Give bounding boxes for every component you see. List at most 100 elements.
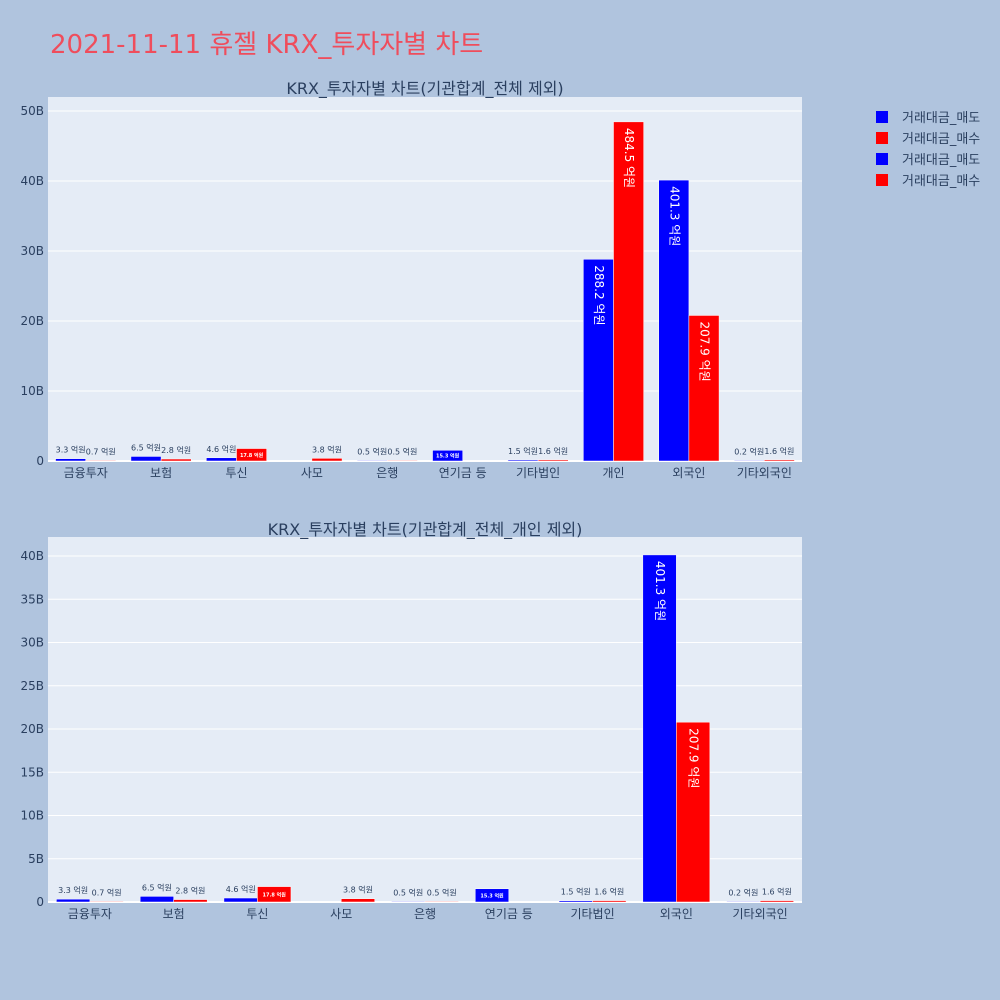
bar <box>130 456 162 462</box>
data-label: 0.5 억원 <box>393 887 423 897</box>
x-tick-label: 금융투자 <box>64 466 108 480</box>
bar <box>583 259 614 462</box>
bar <box>592 900 627 903</box>
bar <box>340 898 375 903</box>
bar <box>223 897 258 903</box>
data-label: 401.3 억원 <box>667 186 681 246</box>
bar <box>55 458 86 462</box>
data-label: 0.5 억원 <box>427 887 457 897</box>
data-label: 3.8 억원 <box>343 885 373 895</box>
data-label: 1.6 억원 <box>764 446 794 456</box>
y-tick-label: 30B <box>20 636 44 650</box>
legend-label: 거래대금_매도 <box>902 111 981 126</box>
data-label: 1.5 억원 <box>508 446 538 456</box>
data-label: 207.9 억원 <box>687 728 701 788</box>
x-tick-label: 보험 <box>163 907 185 921</box>
x-tick-label: 연기금 등 <box>485 907 533 921</box>
chart-title: KRX_투자자별 차트(기관합계_전체_개인 제외) <box>268 520 583 540</box>
bar <box>173 899 208 903</box>
y-tick-label: 0 <box>36 454 44 468</box>
bar <box>726 901 761 903</box>
legend-swatch-sell <box>876 110 888 123</box>
data-label: 1.6 억원 <box>594 887 624 897</box>
data-label: 2.8 억원 <box>175 886 205 896</box>
x-tick-label: 연기금 등 <box>439 466 487 480</box>
legend-label: 거래대금_매수 <box>902 132 981 147</box>
bar <box>475 888 510 903</box>
y-tick-label: 40B <box>20 174 44 188</box>
data-label: 17.8 억원 <box>263 891 287 898</box>
bar <box>356 460 388 462</box>
y-tick-label: 40B <box>20 549 44 563</box>
x-tick-label: 기타법인 <box>570 907 614 921</box>
x-tick-label: 은행 <box>414 906 436 921</box>
legend-item[interactable]: 거래대금_매수 <box>876 169 980 190</box>
bar <box>391 901 426 903</box>
data-label: 0.2 억원 <box>728 887 758 897</box>
legend-label: 거래대금_매도 <box>902 153 981 168</box>
bar <box>642 554 677 903</box>
x-tick-label: 기타외국인 <box>737 466 792 480</box>
x-tick-label: 기타외국인 <box>733 907 788 921</box>
page-title: 2021-11-11 휴젤 KRX_투자자별 차트 <box>50 30 484 60</box>
bar <box>257 886 292 903</box>
x-tick-label: 사모 <box>301 466 323 480</box>
legend-swatch-sell <box>876 152 888 165</box>
x-tick-label: 외국인 <box>660 907 693 921</box>
data-label: 0.7 억원 <box>86 446 116 456</box>
data-label: 15.3 억원 <box>436 453 460 460</box>
bar <box>676 721 711 903</box>
y-tick-label: 20B <box>20 314 44 328</box>
chart-panel-1: 0 10B 20B 30B 40B 50B KRX_투자자별 차트(기관합계_전체 제외) 금… <box>20 79 802 480</box>
legend[interactable]: 거래대금_매도 거래대금_매수 거래대금_매도 거래대금_매수 <box>876 106 980 190</box>
x-tick-label: 투신 <box>225 466 247 480</box>
x-tick-label: 사모 <box>330 907 352 921</box>
data-label: 6.5 억원 <box>131 442 161 452</box>
bar <box>160 458 192 462</box>
bar <box>89 901 124 903</box>
data-label: 0.5 억원 <box>387 446 417 456</box>
data-label: 1.5 억원 <box>561 887 591 897</box>
chart-title: KRX_투자자별 차트(기관합계_전체 제외) <box>286 79 563 99</box>
x-tick-label: 투신 <box>246 907 268 921</box>
y-tick-label: 20B <box>20 722 44 736</box>
data-label: 15.3 억원 <box>480 892 504 899</box>
y-tick-label: 15B <box>20 765 44 779</box>
bar <box>507 459 539 462</box>
bar <box>206 457 237 462</box>
y-tick-label: 30B <box>20 244 44 258</box>
y-tick-label: 50B <box>20 104 44 118</box>
bar <box>537 459 569 462</box>
legend-swatch-buy <box>876 173 888 186</box>
data-label: 484.5 억원 <box>622 128 636 188</box>
x-tick-label: 외국인 <box>672 466 705 480</box>
data-label: 0.2 억원 <box>734 446 764 456</box>
y-tick-label: 10B <box>20 384 44 398</box>
bar <box>558 900 593 903</box>
data-label: 17.8 억원 <box>240 452 264 459</box>
x-tick-label: 기타법인 <box>516 466 560 480</box>
y-tick-label: 25B <box>20 679 44 693</box>
data-label: 3.3 억원 <box>56 445 86 455</box>
data-label: 0.7 억원 <box>92 887 122 897</box>
legend-item[interactable]: 거래대금_매도 <box>876 148 980 169</box>
data-label: 1.6 억원 <box>762 887 792 897</box>
data-label: 4.6 억원 <box>206 444 236 454</box>
data-label: 3.8 억원 <box>312 444 342 454</box>
data-label: 3.3 억원 <box>58 885 88 895</box>
legend-item[interactable]: 거래대금_매수 <box>876 127 980 148</box>
data-label: 0.5 억원 <box>357 446 387 456</box>
x-tick-label: 개인 <box>602 466 624 480</box>
y-tick-label: 10B <box>20 809 44 823</box>
y-tick-label: 0 <box>36 895 44 909</box>
data-label: 207.9 억원 <box>697 321 711 381</box>
data-label: 2.8 억원 <box>161 445 191 455</box>
data-label: 401.3 억원 <box>653 561 667 621</box>
bar <box>733 460 765 462</box>
bar <box>311 458 343 462</box>
x-tick-label: 보험 <box>150 466 172 480</box>
bar <box>759 900 794 903</box>
legend-item[interactable]: 거래대금_매도 <box>876 106 980 127</box>
bar <box>764 459 795 462</box>
